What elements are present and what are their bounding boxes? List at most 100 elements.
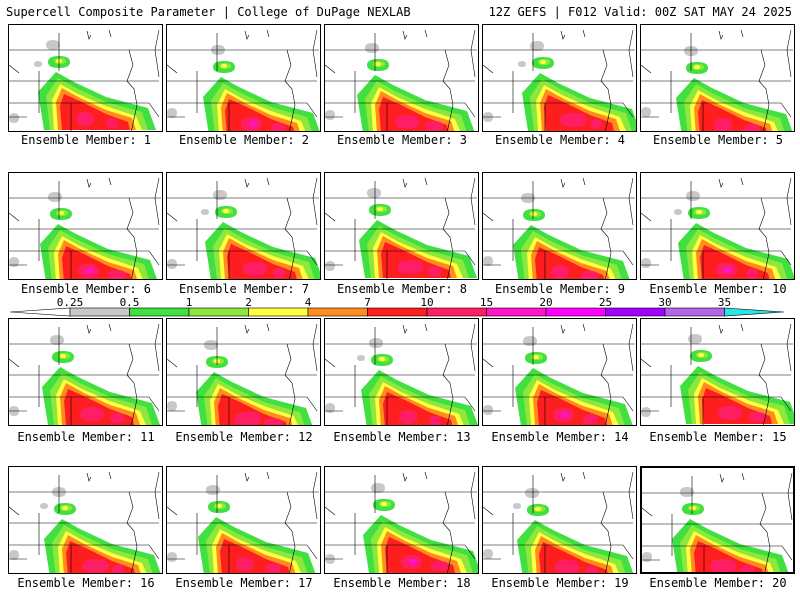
scp-field-map <box>167 323 319 425</box>
scp-swath-max <box>581 271 599 279</box>
scp-plume-north-peak <box>62 506 68 510</box>
scp-plume-north-peak <box>690 506 696 510</box>
scp-swath-max <box>744 124 759 131</box>
scp-swath-max <box>234 412 261 425</box>
member-caption: Ensemble Member: 10 <box>649 282 787 296</box>
scp-swath-peak <box>86 268 94 274</box>
member-caption: Ensemble Member: 4 <box>494 133 626 147</box>
scp-field-map <box>483 177 635 279</box>
colorbar-segment <box>69 307 130 317</box>
scp-low-area <box>357 355 365 361</box>
scp-field-map <box>483 29 636 131</box>
scp-swath-max <box>80 407 104 421</box>
member-caption: Ensemble Member: 7 <box>178 282 310 296</box>
colorbar-legend: 0.25 0.5 1 2 4 7 10 15 20 25 30 35 <box>10 296 785 317</box>
scp-swath-max <box>395 115 419 129</box>
scp-field-map <box>325 29 477 131</box>
scp-swath-max <box>560 113 587 127</box>
scp-swath-max <box>110 413 125 423</box>
scp-swath-max <box>399 410 417 424</box>
scp-field-map <box>483 471 635 573</box>
scp-field-map <box>642 472 793 572</box>
ensemble-member-map <box>8 466 163 574</box>
member-caption: Ensemble Member: 8 <box>336 282 468 296</box>
scp-plume-north-peak <box>377 207 383 211</box>
scp-plume-north-peak <box>381 502 387 506</box>
member-caption: Ensemble Member: 12 <box>175 430 313 444</box>
colorbar-label: 35 <box>718 296 731 309</box>
scp-low-area <box>525 488 539 498</box>
member-caption: Ensemble Member: 2 <box>178 133 310 147</box>
scp-low-area <box>483 549 493 559</box>
scp-field-map <box>9 177 161 279</box>
state-boundaries <box>641 177 793 279</box>
member-caption: Ensemble Member: 11 <box>17 430 155 444</box>
ensemble-member-map <box>640 24 795 132</box>
scp-low-area <box>513 503 521 509</box>
colorbar-label: 4 <box>305 296 312 309</box>
scp-swath-max <box>590 119 602 129</box>
scp-low-area <box>530 41 544 51</box>
state-boundaries <box>167 177 319 279</box>
scp-swath-max <box>555 560 579 573</box>
scp-low-area <box>325 110 335 120</box>
colorbar-label: 20 <box>539 296 552 309</box>
scp-low-area <box>367 188 381 198</box>
member-caption: Ensemble Member: 5 <box>652 133 784 147</box>
scp-swath-max <box>740 565 755 572</box>
colorbar-segment <box>664 307 725 317</box>
scp-plume-north-peak <box>535 507 541 511</box>
ensemble-member-map <box>640 172 795 280</box>
scp-swath-max <box>746 269 758 279</box>
scp-low-area <box>369 338 383 348</box>
scp-low-area <box>518 61 526 67</box>
member-caption: Ensemble Member: 20 <box>649 576 787 590</box>
member-caption: Ensemble Member: 17 <box>175 576 313 590</box>
colorbar-segment <box>545 307 606 317</box>
scp-plume-north-peak <box>533 355 539 359</box>
scp-field-map <box>325 471 478 573</box>
colorbar-segment <box>367 307 428 317</box>
colorbar-segment <box>486 307 547 317</box>
scp-plume-north-peak <box>540 60 546 64</box>
model-run-info: 12Z GEFS | F012 Valid: 00Z SAT MAY 24 20… <box>488 5 792 19</box>
scp-low-area <box>9 113 19 123</box>
scp-swath-max <box>748 412 766 422</box>
ensemble-member-map <box>640 466 795 574</box>
scp-field-map <box>641 29 793 131</box>
scp-low-area <box>206 485 220 495</box>
scp-field-map <box>167 177 320 279</box>
scp-swath-max <box>551 265 569 279</box>
state-boundaries <box>167 29 319 131</box>
colorbar-segment <box>605 307 666 317</box>
scp-swath-max <box>243 262 267 276</box>
scp-plume-north-peak <box>223 209 229 213</box>
member-caption: Ensemble Member: 15 <box>649 430 787 444</box>
scp-field-map <box>325 177 477 279</box>
scp-field-map <box>483 323 635 425</box>
state-boundaries <box>167 471 319 573</box>
scp-low-area <box>201 209 209 215</box>
scp-plume-north-peak <box>698 353 704 357</box>
colorbar-label: 30 <box>658 296 671 309</box>
state-boundaries <box>9 471 161 573</box>
member-caption: Ensemble Member: 14 <box>491 430 629 444</box>
scp-field-map <box>167 471 319 573</box>
ensemble-member-map <box>8 318 163 426</box>
scp-swath-max <box>583 414 598 424</box>
state-boundaries <box>325 29 477 131</box>
state-boundaries <box>483 323 635 425</box>
state-boundaries <box>483 471 635 573</box>
colorbar-segment <box>188 307 249 317</box>
colorbar-label: 0.25 <box>57 296 84 309</box>
scp-low-area <box>167 552 177 562</box>
scp-low-area <box>483 256 493 266</box>
scp-low-area <box>325 403 335 413</box>
ensemble-member-map <box>482 318 637 426</box>
scp-plume-north-peak <box>694 65 700 69</box>
scp-low-area <box>9 257 19 267</box>
scp-swath-max <box>264 418 282 425</box>
colorbar-label: 25 <box>599 296 612 309</box>
scp-plume-north-peak <box>216 504 222 508</box>
ensemble-member-map <box>482 24 637 132</box>
